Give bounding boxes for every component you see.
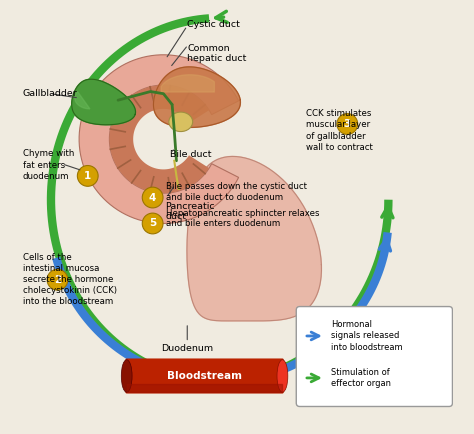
Text: 4: 4	[149, 193, 156, 203]
Text: 5: 5	[149, 218, 156, 228]
Ellipse shape	[121, 360, 132, 392]
Text: 2: 2	[54, 275, 61, 285]
Polygon shape	[109, 85, 209, 193]
Text: Cystic duct: Cystic duct	[187, 20, 240, 29]
Text: Bloodstream: Bloodstream	[167, 371, 242, 381]
Text: Stimulation of
effector organ: Stimulation of effector organ	[331, 368, 391, 388]
Text: Cells of the
intestinal mucosa
secrete the hormone
cholecystokinin (CCK)
into th: Cells of the intestinal mucosa secrete t…	[23, 253, 117, 306]
Polygon shape	[79, 55, 238, 224]
Circle shape	[77, 165, 98, 186]
Text: Chyme with
fat enters
duodenum: Chyme with fat enters duodenum	[23, 149, 74, 181]
Text: Duodenum: Duodenum	[161, 345, 213, 353]
Text: Hepatopancreatic sphincter relaxes
and bile enters duodenum: Hepatopancreatic sphincter relaxes and b…	[165, 209, 319, 228]
Circle shape	[142, 187, 163, 208]
Circle shape	[337, 114, 358, 135]
Ellipse shape	[169, 112, 192, 132]
Text: Bile passes down the cystic duct
and bile duct to duodenum: Bile passes down the cystic duct and bil…	[165, 182, 307, 202]
Text: Gallbladder: Gallbladder	[23, 89, 78, 98]
Text: Common
hepatic duct: Common hepatic duct	[187, 44, 246, 63]
FancyBboxPatch shape	[296, 306, 453, 407]
Circle shape	[47, 270, 68, 290]
Polygon shape	[75, 92, 90, 109]
Polygon shape	[187, 156, 321, 321]
Text: CCK stimulates
muscular layer
of gallbladder
wall to contract: CCK stimulates muscular layer of gallbla…	[306, 109, 373, 151]
Text: 1: 1	[84, 171, 91, 181]
Polygon shape	[154, 67, 240, 128]
Text: Pancreatic
duct: Pancreatic duct	[165, 202, 215, 221]
Text: Bile duct: Bile duct	[170, 150, 211, 159]
Ellipse shape	[277, 360, 288, 392]
Text: Hormonal
signals released
into bloodstream: Hormonal signals released into bloodstre…	[331, 320, 402, 352]
Polygon shape	[72, 79, 136, 125]
FancyBboxPatch shape	[126, 358, 284, 394]
Circle shape	[142, 213, 163, 234]
Text: 3: 3	[344, 119, 351, 129]
